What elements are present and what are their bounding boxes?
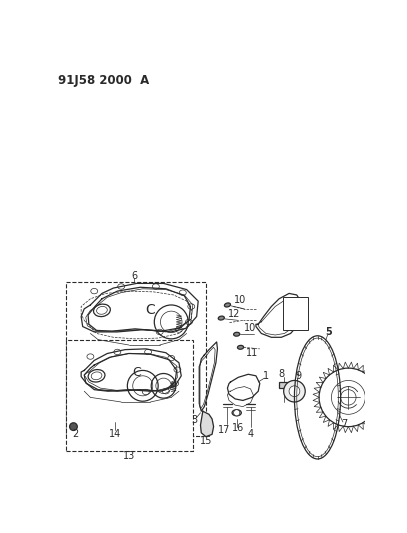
Text: 4: 4: [247, 429, 254, 439]
Text: C: C: [132, 366, 141, 379]
Ellipse shape: [234, 332, 240, 336]
Text: 14: 14: [109, 429, 121, 439]
Text: 9: 9: [295, 371, 301, 381]
Circle shape: [289, 386, 300, 397]
Text: C: C: [146, 303, 155, 317]
Circle shape: [234, 410, 240, 416]
Bar: [66, 340, 193, 451]
Text: 11: 11: [246, 348, 258, 358]
Text: 6: 6: [131, 271, 137, 281]
Text: 91J58 2000  A: 91J58 2000 A: [58, 74, 149, 87]
Ellipse shape: [224, 303, 230, 307]
Text: 3: 3: [191, 415, 197, 425]
Text: 8: 8: [278, 369, 284, 379]
Text: 5: 5: [326, 327, 333, 337]
Bar: [66, 282, 206, 436]
Text: 2: 2: [72, 429, 78, 439]
Ellipse shape: [218, 316, 224, 320]
Text: 15: 15: [200, 436, 212, 446]
Ellipse shape: [237, 345, 244, 349]
Polygon shape: [201, 411, 214, 437]
Ellipse shape: [232, 410, 241, 416]
Circle shape: [70, 423, 77, 431]
Text: 16: 16: [232, 423, 244, 433]
Text: 10: 10: [234, 295, 247, 305]
Text: 1: 1: [263, 371, 269, 381]
Text: 7: 7: [341, 419, 348, 429]
Text: 12: 12: [228, 309, 241, 319]
Text: 17: 17: [218, 425, 230, 435]
Circle shape: [284, 381, 305, 402]
Text: 13: 13: [123, 451, 135, 461]
Text: 10: 10: [244, 323, 256, 333]
Bar: [283, 297, 308, 329]
Bar: [279, 382, 288, 388]
